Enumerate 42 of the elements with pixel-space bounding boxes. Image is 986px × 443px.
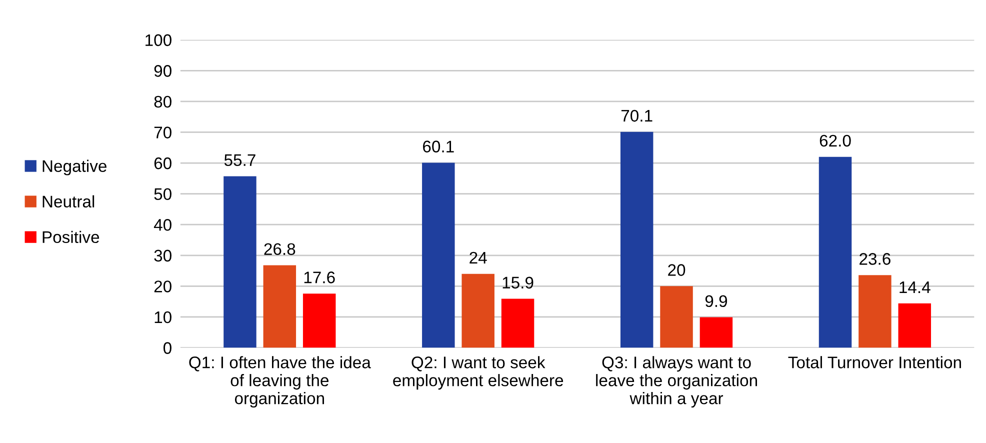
y-tick-label: 40 [154, 219, 172, 231]
data-label: 14.4 [900, 282, 930, 294]
y-tick-label: 30 [154, 250, 172, 262]
bar [462, 274, 494, 348]
y-tick-label: 100 [146, 34, 172, 46]
data-label: 17.6 [304, 272, 335, 284]
x-tick-label: Q2: I want to seek employment elsewhere [393, 356, 564, 390]
data-label: 20 [668, 264, 686, 276]
bar [422, 162, 455, 348]
y-tick-label: 60 [154, 157, 172, 170]
y-tick-label: 70 [154, 126, 172, 138]
data-label: 15.9 [502, 276, 534, 289]
data-label: 9.9 [705, 295, 727, 308]
data-label: 62.0 [820, 134, 851, 147]
bar [224, 176, 256, 348]
bar [660, 286, 693, 348]
bar [858, 275, 892, 348]
y-tick-label: 90 [154, 65, 172, 77]
data-label: 24 [470, 252, 487, 264]
bar [302, 294, 336, 348]
bar [263, 265, 296, 348]
x-tick-label: Q3: I always want to leave the organization within a year [596, 356, 757, 408]
bar [700, 317, 733, 348]
legend-label: Positive [42, 230, 100, 244]
y-tick-label: 0 [163, 342, 172, 354]
data-label: 23.6 [860, 253, 890, 265]
data-label: 60.1 [423, 140, 454, 152]
bar [898, 303, 932, 348]
x-tick-label: Q1: I often have the idea of leaving the organization [189, 356, 371, 408]
bar [501, 298, 534, 348]
y-tick-label: 10 [154, 311, 172, 324]
y-tick-label: 20 [154, 280, 172, 292]
data-label: 70.1 [621, 110, 652, 122]
data-label: 55.7 [224, 154, 256, 166]
data-label: 26.8 [264, 243, 296, 256]
y-tick-label: 50 [154, 188, 172, 200]
bar [818, 156, 852, 348]
y-tick-label: 80 [154, 96, 172, 108]
x-tick-label: Total Turnover Intention [788, 356, 961, 368]
bar [620, 132, 654, 348]
legend-label: Neutral [42, 195, 94, 208]
legend-label: Negative [42, 160, 106, 176]
